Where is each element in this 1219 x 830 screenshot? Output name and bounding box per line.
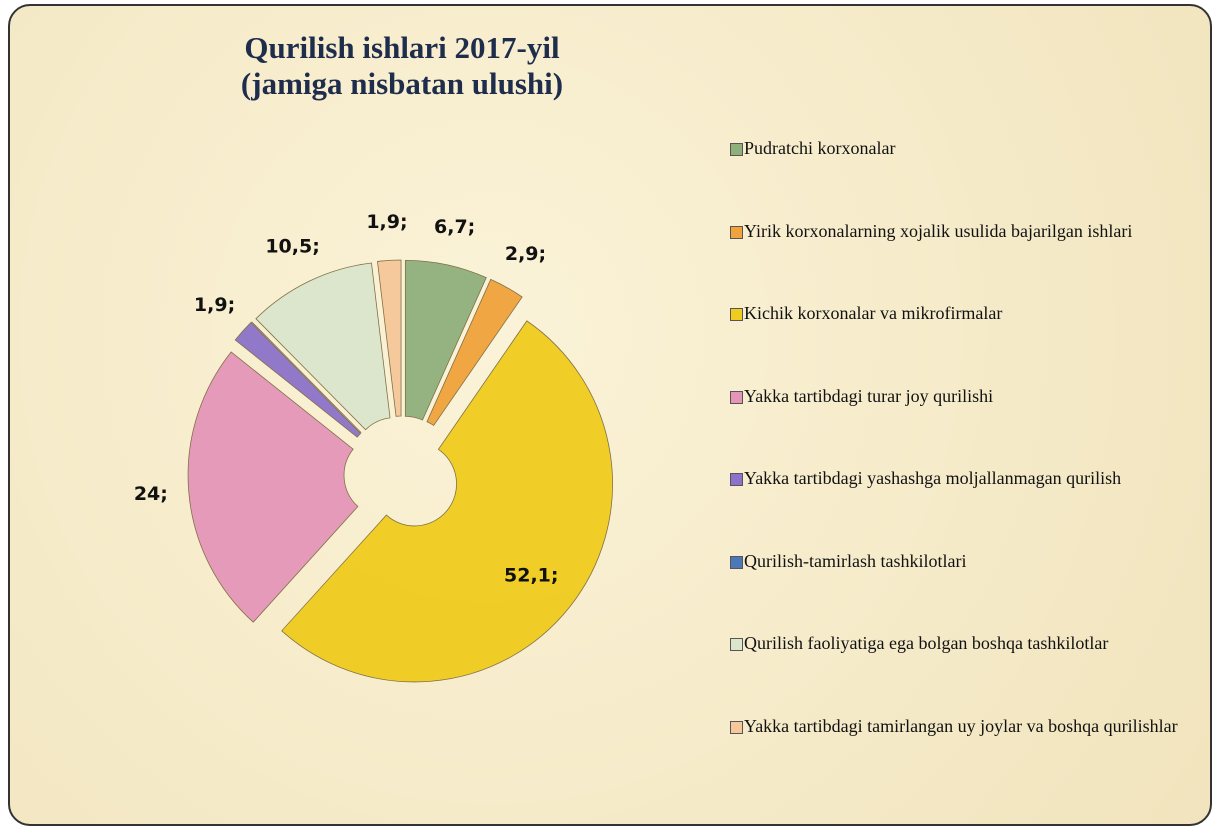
legend-label: Yirik korxonalarning xojalik usulida baj… [744, 220, 1133, 241]
data-label: 52,1; [504, 565, 558, 587]
legend-item: Kichik korxonalar va mikrofirmalar [730, 301, 1210, 325]
data-label: 10,5; [265, 236, 319, 258]
data-label: 2,9; [505, 243, 546, 265]
pie-slice [281, 320, 613, 683]
legend-swatch [730, 308, 743, 321]
legend-item: Yakka tartibdagi yashashga moljallanmaga… [730, 466, 1210, 490]
legend-swatch [730, 390, 743, 404]
legend-label: Pudratchi korxonalar [744, 138, 896, 158]
legend-swatch [730, 638, 743, 651]
legend-label: Yakka tartibdagi tamirlangan uy joylar v… [744, 715, 1178, 736]
legend-item: Qurilish-tamirlash tashkilotlari [730, 549, 1210, 573]
legend-item: Yirik korxonalarning xojalik usulida baj… [730, 219, 1210, 243]
legend-item: Qurilish faoliyatiga ega bolgan boshqa t… [730, 631, 1210, 655]
chart: Qurilish ishlari 2017-yil (jamiga nisbat… [134, 30, 613, 683]
pie-slice [377, 259, 402, 417]
chart-frame: Qurilish ishlari 2017-yil (jamiga nisbat… [8, 4, 1212, 826]
legend-label: Yakka tartibdagi yashashga moljallanmaga… [744, 468, 1122, 488]
legend-swatch [730, 225, 743, 239]
pie-slice [255, 262, 391, 431]
pie-slice [404, 259, 487, 421]
legend-item: Yakka tartibdagi turar joy qurilishi [730, 384, 1210, 408]
chart-title: (jamiga nisbatan ulushi) [241, 66, 563, 101]
legend-swatch [730, 555, 743, 569]
pie-slice [187, 351, 359, 623]
data-label: 1,9; [366, 211, 407, 233]
legend-swatch [730, 143, 743, 156]
legend-item: Yakka tartibdagi tamirlangan uy joylar v… [730, 714, 1210, 738]
pie-slice [251, 321, 362, 434]
data-label: 24; [134, 483, 168, 505]
legend-label: Qurilish-tamirlash tashkilotlari [744, 550, 967, 571]
pie-slice [234, 321, 362, 438]
data-label: 6,7; [434, 216, 475, 238]
pie-slice [426, 278, 523, 427]
legend-swatch [730, 473, 743, 486]
legend-label: Qurilish faoliyatiga ega bolgan boshqa t… [744, 633, 1109, 653]
legend-label: Kichik korxonalar va mikrofirmalar [744, 303, 1003, 323]
data-label: 1,9; [194, 294, 235, 316]
legend-item: Pudratchi korxonalar [730, 136, 1210, 160]
chart-title: Qurilish ishlari 2017-yil [244, 30, 560, 65]
legend-label: Yakka tartibdagi turar joy qurilishi [744, 385, 994, 406]
legend-swatch [730, 720, 743, 734]
